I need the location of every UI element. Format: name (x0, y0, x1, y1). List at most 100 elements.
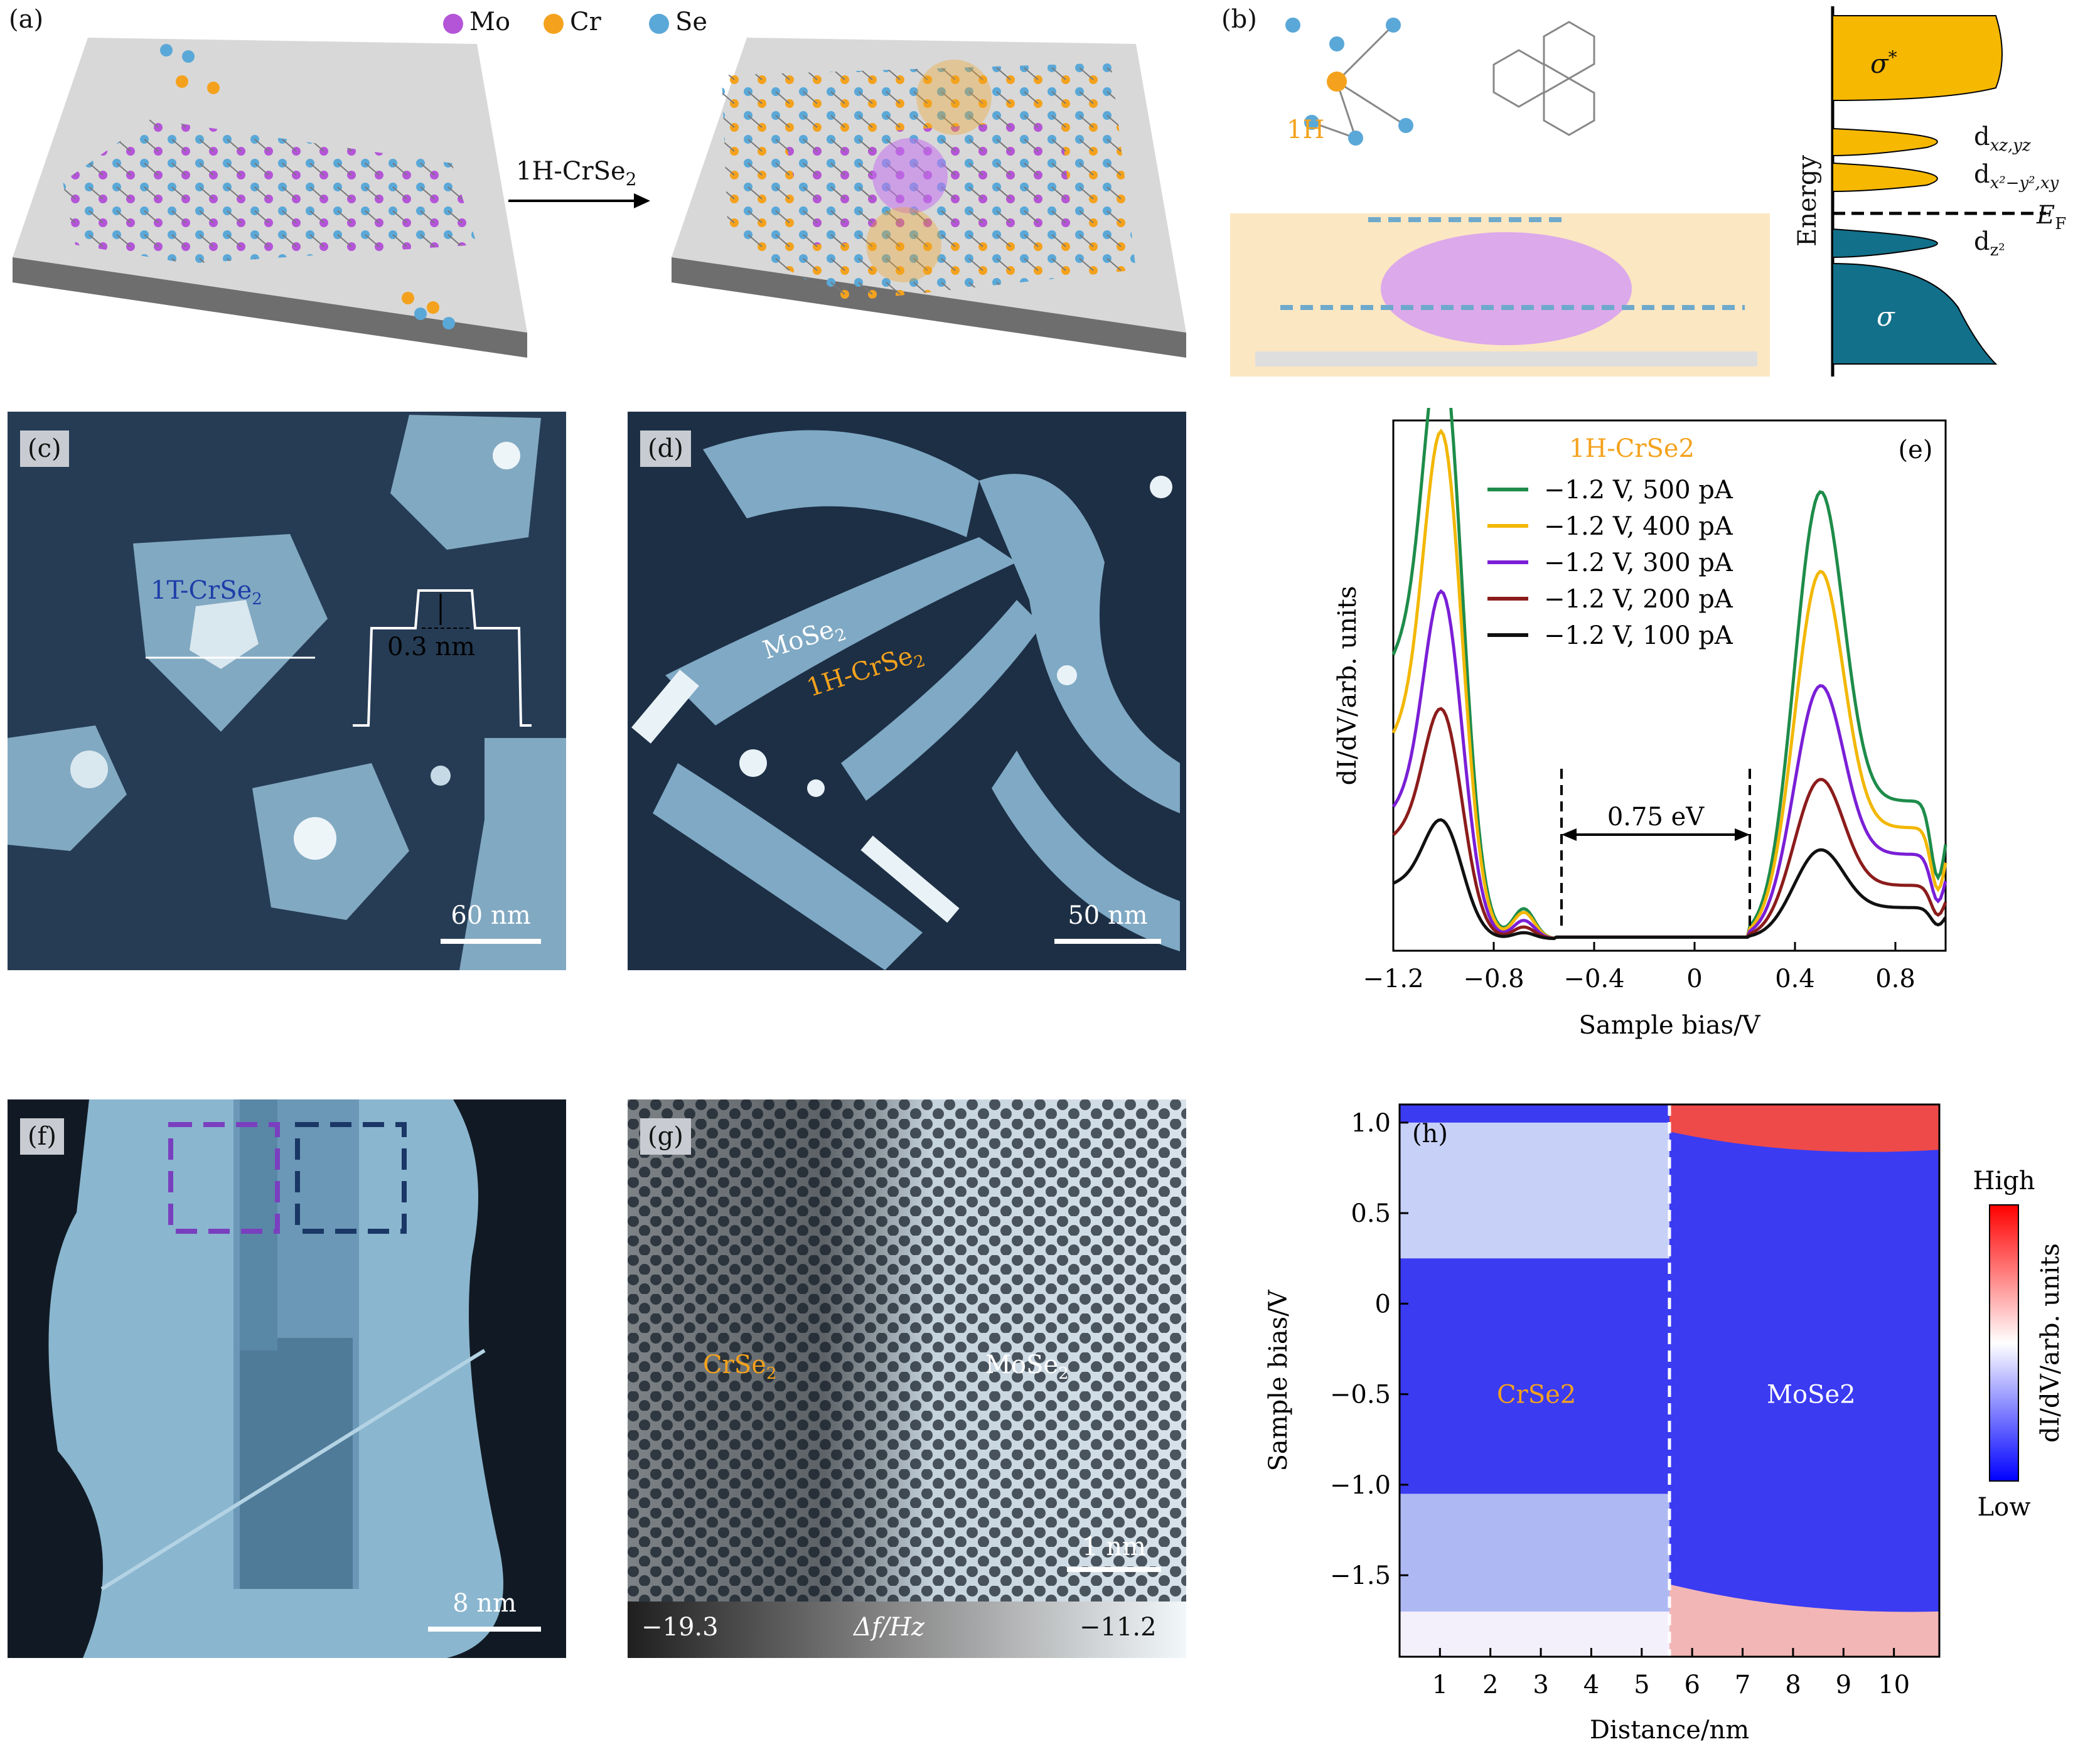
stm-image-g: (g) CrSe2 MoSe2 1 nm −19.3 Δf/Hz −11.2 (628, 1099, 1186, 1658)
x-tick-label-e: −0.8 (1463, 965, 1524, 993)
panel-d-label: (d) (640, 430, 691, 467)
crse2-low-band (1400, 1611, 1669, 1657)
material-1t-crse2: 1T-CrSe2 (151, 576, 262, 609)
x-tick-label-h: 4 (1583, 1671, 1599, 1699)
label-crse2-h: CrSe2 (1497, 1381, 1576, 1409)
x-tick-label-h: 5 (1634, 1671, 1649, 1699)
scale-bar-c (441, 939, 541, 944)
series-line-e (1392, 818, 1947, 941)
legend-se: Se (675, 8, 708, 36)
gap-arrowhead-right (1735, 828, 1750, 841)
x-tick-label-h: 6 (1684, 1671, 1700, 1699)
step-height: 0.3 nm (387, 633, 476, 661)
d-xz-yz: dxz,yz (1974, 122, 2031, 155)
cbar-label-g: Δf/Hz (854, 1613, 925, 1642)
panel-f-label: (f) (20, 1118, 65, 1155)
legend-entry-e: −1.2 V, 200 pA (1544, 585, 1733, 614)
legend-mo: Mo (469, 8, 511, 36)
chart-e: −1.2 −0.8 −0.4 0 0.4 0.8 Sample bias/V dI/dV/ar… (1333, 408, 1947, 1040)
arrow-1h-crse2: 1H-CrSe2 (508, 144, 659, 220)
colorbar-h (1989, 1204, 2019, 1482)
cbar-min-g: −19.3 (641, 1613, 719, 1642)
stm-image-f: (f) 8 nm (8, 1099, 566, 1658)
legend-title-e: 1H-CrSe2 (1569, 434, 1695, 463)
y-tick-label-h: −1.5 (1330, 1561, 1391, 1590)
chart-h: 1 2 3 4 5 6 7 8 9 10 1.0 0.5 0 −0.5 −1.0 −1.5 Distance/n… (1264, 1103, 2065, 1745)
y-tick-label-h: −1.0 (1330, 1471, 1391, 1500)
label-mose2-g: MoSe2 (985, 1350, 1069, 1383)
arrow-label: 1H-CrSe2 (516, 157, 637, 190)
y-axis-label-e: dI/dV/arb. units (1333, 586, 1362, 786)
stm-g-lattice (628, 1099, 1186, 1658)
colorbar-high: High (1973, 1167, 2035, 1195)
scale-bar-d (1054, 939, 1161, 944)
sigma: σ (1877, 301, 1895, 332)
colorbar-g (628, 1602, 1186, 1658)
legend-entry-e: −1.2 V, 500 pA (1544, 476, 1733, 505)
panel-g-label: (g) (640, 1118, 691, 1155)
stm-d-network (628, 412, 1186, 970)
scale-bar-f (428, 1627, 541, 1632)
sigma-star: σ* (1870, 47, 1897, 79)
gap-annotation: 0.75 eV (1607, 803, 1705, 832)
crse2-cb-band (1400, 1122, 1669, 1259)
panel-a-label: (a) (9, 5, 44, 34)
mose2-cb-region (1669, 1104, 1939, 1152)
legend-cr: Cr (570, 8, 601, 36)
stm-image-d: (d) MoSe2 1H-CrSe2 50 nm (628, 412, 1186, 970)
legend-entry-e: −1.2 V, 300 pA (1544, 548, 1733, 577)
x-tick-label-h: 8 (1785, 1671, 1801, 1699)
label-mose2-h: MoSe2 (1767, 1381, 1856, 1409)
panel-b-label: (b) (1221, 5, 1257, 34)
mo-legend-dot (443, 14, 463, 34)
plot-frame-e (1392, 419, 1947, 952)
x-tick-label-e: 0.4 (1775, 965, 1815, 993)
stm-image-c: (c) 1T-CrSe2 0.3 nm 60 nm (8, 412, 566, 970)
panel-c-label: (c) (20, 430, 69, 467)
legend-entry-e: −1.2 V, 100 pA (1544, 621, 1733, 650)
plot-frame-h (1398, 1103, 1941, 1658)
y-axis-label-h: Sample bias/V (1264, 1289, 1293, 1471)
crse2-vb-band (1400, 1494, 1669, 1612)
x-tick-label-h: 7 (1735, 1671, 1750, 1699)
x-tick-label-h: 1 (1432, 1671, 1448, 1699)
y-tick-label-h: −0.5 (1330, 1381, 1391, 1409)
y-tick-label-h: 1.0 (1351, 1109, 1391, 1138)
y-tick-label-h: 0.5 (1351, 1199, 1391, 1228)
scale-label-d: 50 nm (1068, 901, 1148, 930)
se-legend-dot (649, 14, 669, 34)
x-tick-label-e: −1.2 (1363, 965, 1423, 993)
scale-bar-g (1067, 1567, 1161, 1572)
x-tick-label-e: 0.8 (1875, 965, 1915, 993)
crystal-structure: 1H (1230, 18, 1770, 377)
phase-1h: 1H (1287, 115, 1324, 144)
x-tick-label-h: 3 (1533, 1671, 1548, 1699)
x-axis-label-h: Distance/nm (1590, 1716, 1749, 1745)
d-x2y2-xy: dx²−y²,xy (1974, 160, 2059, 193)
stm-f-flake (8, 1099, 566, 1658)
panel-h-label: (h) (1412, 1120, 1448, 1148)
energy-levels-svg (1831, 6, 2046, 377)
scale-label-c: 60 nm (451, 901, 531, 930)
x-tick-label-h: 9 (1836, 1671, 1851, 1699)
gap-arrowhead-left (1562, 828, 1577, 841)
x-tick-label-h: 2 (1482, 1671, 1498, 1699)
substrate-left (13, 38, 527, 358)
x-axis-label-e: Sample bias/V (1578, 1011, 1760, 1040)
fermi-level: EF (2037, 201, 2067, 233)
legend-markers (443, 14, 669, 34)
stm-c-islands (8, 412, 566, 970)
cbar-max-g: −11.2 (1079, 1613, 1157, 1642)
substrate-right (672, 38, 1186, 358)
scale-label-g: 1 nm (1082, 1532, 1146, 1561)
energy-diagram: Energy σ* dxz,yz dx²−y²,xy EF dz² σ (1782, 6, 2096, 383)
x-tick-label-e: 0 (1686, 965, 1702, 993)
panel-e-label: (e) (1899, 436, 1933, 464)
colorbar-label-h: dI/dV/arb. units (2036, 1243, 2065, 1443)
label-crse2-g: CrSe2 (703, 1350, 777, 1383)
d-z2: dz² (1974, 227, 2005, 260)
x-tick-label-h: 10 (1878, 1671, 1910, 1699)
cr-legend-dot (544, 14, 564, 34)
prismatic-unit (1285, 18, 1413, 146)
mose2-flake-left (63, 119, 477, 264)
